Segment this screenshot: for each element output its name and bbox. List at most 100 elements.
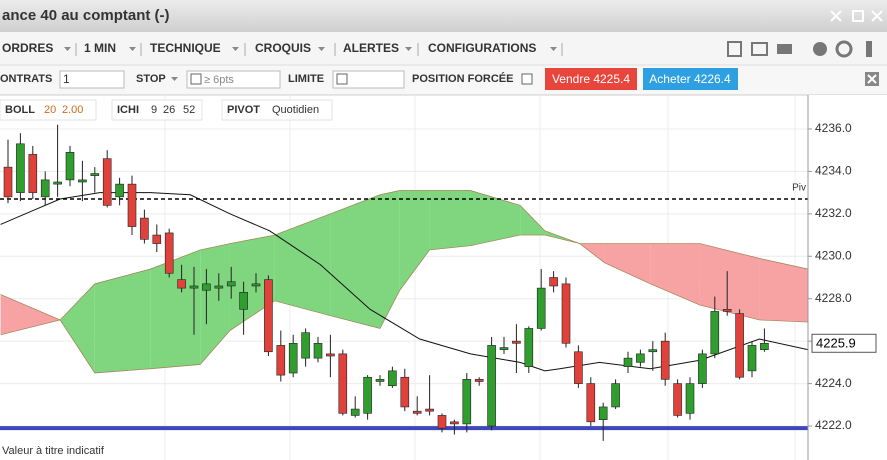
indicator-param: 20: [44, 104, 56, 116]
ichimoku-cloud: [399, 190, 430, 291]
help-icon[interactable]: [835, 40, 853, 58]
checkbox[interactable]: [521, 73, 533, 85]
indicator-chip[interactable]: [111, 99, 203, 121]
window-controls: [830, 10, 883, 22]
menu-bar: [0, 32, 887, 65]
ichimoku-cloud: [520, 205, 545, 236]
candle-body: [735, 313, 744, 378]
candle-body: [636, 353, 645, 363]
candle-body: [350, 408, 360, 416]
close-icon[interactable]: [871, 10, 883, 22]
candle-body: [611, 383, 620, 408]
ichimoku-cloud: [150, 249, 201, 369]
candle-body: [698, 353, 707, 384]
candle-body: [722, 309, 732, 312]
menu-item[interactable]: TECHNIQUE: [150, 41, 221, 55]
y-tick-label: 4224.0: [815, 376, 852, 390]
candle-body: [412, 410, 422, 414]
checkbox[interactable]: [336, 73, 348, 85]
candle-body: [462, 379, 472, 425]
candle-body: [177, 279, 186, 289]
candle-body: [239, 292, 248, 310]
contracts-input[interactable]: [59, 70, 125, 89]
forced-label: POSITION FORCÉE: [412, 72, 513, 85]
candle-body: [251, 283, 261, 287]
layers-icon[interactable]: [727, 41, 742, 57]
candle-body: [40, 179, 50, 198]
candle-body: [164, 232, 174, 274]
candle-body: [524, 328, 534, 367]
title-bar: [0, 0, 887, 32]
sell-button[interactable]: [545, 68, 637, 90]
candle-body: [226, 281, 236, 287]
sell-label: Vendre 4225.4: [552, 72, 630, 86]
candle-body: [102, 158, 112, 206]
y-tick-label: 4222.0: [815, 418, 852, 432]
menu-item[interactable]: ALERTES: [343, 41, 399, 55]
expand-icon[interactable]: [866, 41, 872, 57]
menu-item[interactable]: 1 MIN: [84, 41, 116, 55]
indicator-legend: BOLL 20 2.00 ICHI 9 26 52 PIVOT Quotidien: [0, 99, 333, 121]
dropdown-arrow: [232, 47, 239, 51]
stop-label: STOP: [136, 73, 166, 85]
candle-body: [648, 349, 658, 353]
indicator-param: 26: [163, 104, 175, 116]
buy-button[interactable]: [643, 68, 738, 90]
cloud-edge: [0, 234, 808, 374]
ichimoku-cloud: [330, 194, 380, 329]
indicator-name: BOLL: [5, 104, 35, 116]
settings-icon[interactable]: [813, 42, 827, 56]
maximize-icon[interactable]: [852, 10, 864, 22]
candle-body: [127, 183, 137, 227]
menu: ORDRES 1 MIN TECHNIQUE CROQUIS ALERTES CONFIG…: [2, 41, 563, 56]
y-tick-label: 4228.0: [815, 291, 852, 305]
y-axis-ticks: 4222.04224.04226.04228.04230.04232.04234…: [808, 121, 877, 432]
ichimoku-cloud: [470, 190, 521, 246]
candle-body: [202, 283, 211, 291]
footer-note: Valeur à titre indicatif: [2, 445, 105, 457]
indicator-chip[interactable]: [0, 99, 97, 121]
order-bar: [0, 65, 887, 95]
candle-body: [660, 340, 670, 380]
candle-body: [264, 279, 273, 353]
menu-item[interactable]: CROQUIS: [255, 41, 311, 55]
limit-input[interactable]: [332, 70, 405, 89]
candle-body: [536, 287, 546, 329]
dropdown-arrow[interactable]: [171, 77, 178, 81]
dropdown-arrow: [64, 47, 71, 51]
candle-body: [760, 342, 769, 350]
indicator-param: Quotidien: [272, 104, 319, 116]
indicator-name: PIVOT: [227, 104, 260, 116]
dropdown-arrow: [129, 47, 136, 51]
candle-body: [623, 357, 633, 367]
contracts-label: ONTRATS: [0, 73, 52, 85]
contracts-value: 1: [63, 72, 70, 86]
checkbox[interactable]: [190, 73, 202, 85]
ichimoku-cloud: [94, 269, 151, 373]
ichimoku-cloud: [60, 283, 95, 373]
candle-body: [574, 351, 583, 384]
image-icon[interactable]: [751, 42, 768, 56]
ichimoku-cloud: [604, 243, 651, 284]
candle-body: [152, 234, 162, 244]
ichimoku-cloud: [274, 213, 331, 316]
ichimoku-cloud: [380, 190, 400, 329]
stop-placeholder: ≥ 6pts: [204, 74, 234, 86]
fullscreen-icon[interactable]: [830, 10, 842, 22]
candle-body: [78, 179, 87, 183]
ichimoku-cloud: [650, 243, 700, 306]
candle-body: [214, 285, 224, 289]
dropdown-arrow: [405, 47, 412, 51]
candle-body: [673, 383, 682, 416]
candle-body: [586, 383, 596, 423]
y-tick-label: 4234.0: [815, 164, 852, 178]
menu-item[interactable]: CONFIGURATIONS: [428, 41, 536, 55]
candle-body: [685, 383, 695, 414]
candle-body: [437, 415, 447, 429]
menu-item[interactable]: ORDRES: [2, 41, 53, 55]
indicator-chip[interactable]: [221, 99, 333, 121]
ichimoku-cloud: [200, 243, 230, 365]
stop-input[interactable]: [186, 70, 281, 89]
last-price-box: [811, 333, 877, 353]
print-icon[interactable]: [777, 44, 792, 54]
